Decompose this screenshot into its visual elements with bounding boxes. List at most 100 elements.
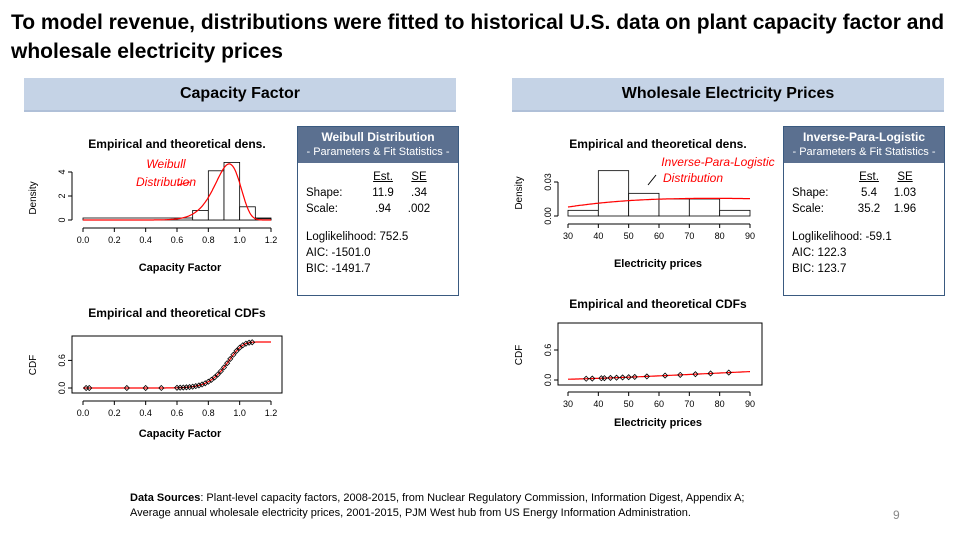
y-tick-label: 0.00 [543, 207, 553, 225]
x-tick-label: 0.2 [108, 408, 121, 418]
y-tick-label: 0.03 [543, 173, 553, 191]
x-axis-label: Electricity prices [614, 417, 702, 429]
x-axis-label: Electricity prices [614, 258, 702, 270]
x-tick-label: 90 [745, 231, 755, 241]
x-tick-label: 0.0 [77, 408, 90, 418]
histogram-bar [688, 198, 721, 217]
x-tick-label: 30 [563, 399, 573, 409]
bic-text: BIC: 123.7 [792, 263, 847, 275]
ipl-cdf-curve [568, 371, 750, 380]
empirical-cdf-point [192, 383, 199, 390]
empirical-cdf-point [199, 381, 206, 388]
weibull-cdf-curve [83, 341, 271, 389]
x-tick-label: 0.2 [108, 235, 121, 245]
x-tick-label: 0.0 [77, 235, 90, 245]
empirical-cdf-point [707, 370, 714, 377]
loglikelihood-text: Loglikelihood: -59.1 [792, 231, 892, 243]
y-tick-label: 0.6 [543, 344, 553, 357]
chart-title: Empirical and theoretical CDFs [569, 297, 747, 311]
empirical-cdf-point [224, 360, 231, 367]
y-tick-label: 0.6 [57, 354, 67, 367]
empirical-cdf-point [220, 364, 228, 371]
empirical-cdf-point [249, 339, 256, 346]
chart-title: Empirical and theoretical dens. [88, 137, 265, 151]
shape-estimate: 5.4 [861, 187, 877, 199]
x-tick-label: 70 [684, 231, 694, 241]
shape-label: Shape: [792, 187, 829, 199]
data-sources-label: Data Sources [130, 492, 201, 504]
x-tick-label: 60 [654, 231, 664, 241]
empirical-cdf-point [662, 372, 669, 379]
y-tick-label: 0 [57, 217, 67, 222]
stats-box-subtitle: - Parameters & Fit Statistics - [792, 146, 936, 158]
x-tick-label: 0.6 [171, 235, 184, 245]
electricity-price-cdf-chart: Empirical and theoretical CDFs CDF Elect… [514, 297, 763, 429]
capacity-factor-header: Capacity Factor [24, 78, 456, 112]
x-tick-label: 0.8 [202, 235, 215, 245]
scale-estimate: 35.2 [857, 203, 881, 215]
empirical-cdf-point [142, 384, 149, 392]
aic-text: AIC: 122.3 [792, 247, 847, 259]
aic-text: AIC: -1501.0 [306, 247, 371, 259]
shape-se: 1.03 [893, 187, 917, 199]
stats-box-header: Inverse-Para-Logistic - Parameters & Fit… [784, 127, 944, 163]
empirical-cdf-point [230, 351, 237, 358]
histogram-bar [567, 209, 599, 217]
x-tick-label: 1.2 [265, 235, 278, 245]
electricity-prices-header: Wholesale Electricity Prices [512, 78, 944, 112]
x-tick-label: 0.4 [139, 235, 152, 245]
stats-box-subtitle: - Parameters & Fit Statistics - [306, 146, 450, 158]
x-tick-label: 40 [593, 399, 603, 409]
x-tick-label: 0.6 [171, 408, 184, 418]
x-tick-label: 50 [624, 231, 634, 241]
x-tick-label: 1.2 [265, 408, 278, 418]
ipl-stats-box: Inverse-Para-Logistic - Parameters & Fit… [783, 126, 945, 296]
empirical-cdf-point [227, 355, 234, 362]
y-axis-label: CDF [514, 345, 525, 366]
x-tick-label: 0.4 [139, 408, 152, 418]
x-tick-label: 70 [684, 399, 694, 409]
page-number: 9 [893, 508, 900, 522]
scale-se: .002 [407, 203, 431, 215]
empirical-cdf-point [613, 374, 620, 381]
x-axis-label: Capacity Factor [139, 262, 222, 274]
scale-label: Scale: [792, 203, 824, 215]
x-tick-label: 50 [624, 399, 634, 409]
histogram-bar [223, 162, 241, 221]
x-tick-label: 30 [563, 231, 573, 241]
x-tick-label: 60 [654, 399, 664, 409]
annotation-pointer [647, 174, 657, 186]
empirical-cdf-point [625, 374, 632, 381]
electricity-price-density-chart: Empirical and theoretical dens. Density … [514, 137, 775, 270]
empirical-cdf-point [601, 375, 608, 382]
data-sources-footer: Data Sources: Plant-level capacity facto… [130, 491, 744, 521]
capacity-factor-density-chart: Empirical and theoretical dens. Density … [28, 137, 278, 274]
y-tick-label: 4 [57, 169, 67, 174]
y-axis-label: Density [28, 181, 39, 214]
est-column-header: Est. [373, 171, 393, 183]
data-sources-line2: Average annual wholesale electricity pri… [130, 507, 691, 519]
x-tick-label: 90 [745, 399, 755, 409]
ipl-density-curve [567, 197, 750, 208]
histogram-bar [207, 170, 225, 221]
capacity-factor-cdf-chart: Empirical and theoretical CDFs CDF Capac… [28, 306, 283, 440]
weibull-stats-box: Weibull Distribution - Parameters & Fit … [297, 126, 459, 296]
empirical-cdf-point [677, 371, 684, 378]
empirical-cdf-point [583, 375, 590, 382]
annotation-pointer [177, 181, 191, 186]
plot-frame [557, 322, 763, 386]
x-tick-label: 0.8 [202, 408, 215, 418]
empirical-cdf-point [607, 374, 614, 381]
se-column-header: SE [411, 171, 427, 183]
empirical-cdf-point [725, 369, 732, 376]
empirical-cdf-point [643, 373, 650, 380]
empirical-cdf-point [692, 371, 699, 378]
scale-label: Scale: [306, 203, 338, 215]
shape-se: .34 [411, 187, 427, 199]
data-sources-line1: : Plant-level capacity factors, 2008-201… [200, 492, 745, 504]
x-tick-label: 80 [715, 399, 725, 409]
stats-box-title: Weibull Distribution [321, 130, 435, 144]
y-axis-label: CDF [28, 355, 39, 376]
x-tick-label: 40 [593, 231, 603, 241]
bic-text: BIC: -1491.7 [306, 263, 371, 275]
